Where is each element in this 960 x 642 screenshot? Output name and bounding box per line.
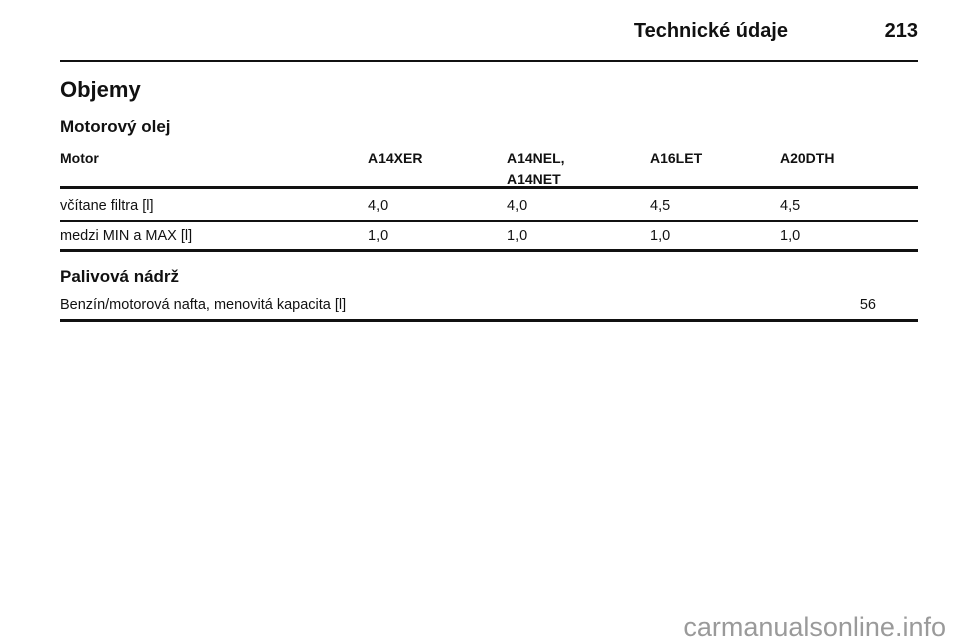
header-rule [60,60,918,62]
table-cell: 4,5 [780,198,801,214]
column-header: A20DTH [780,150,835,166]
table-cell: 1,0 [780,228,801,244]
table-cell: Benzín/motorová nafta, menovitá kapacita… [60,297,347,313]
table-cell: 1,0 [368,228,389,244]
table-cell: 1,0 [650,228,671,244]
rule [60,186,918,189]
table-cell: 1,0 [507,228,528,244]
column-header: A16LET [650,150,703,166]
table-cell: 4,0 [368,198,389,214]
subsection-title: Palivová nádrž [60,267,180,286]
rule [60,249,918,252]
rule [60,319,918,322]
watermark: carmanualsonline.info [683,612,946,642]
rule [60,220,918,222]
table-cell: medzi MIN a MAX [l] [60,228,193,244]
table-cell: 4,0 [507,198,528,214]
table-cell: včítane filtra [l] [60,198,154,214]
section-title: Objemy [60,77,141,102]
column-header: Motor [60,150,99,166]
column-header: A14NEL, A14NET [507,150,565,187]
subsection-title: Motorový olej [60,117,171,136]
header-title: Technické údaje [633,20,788,42]
table-cell: 4,5 [650,198,671,214]
column-header: A14XER [368,150,423,166]
page-number: 213 [884,20,918,42]
table-cell: 56 [859,297,876,313]
